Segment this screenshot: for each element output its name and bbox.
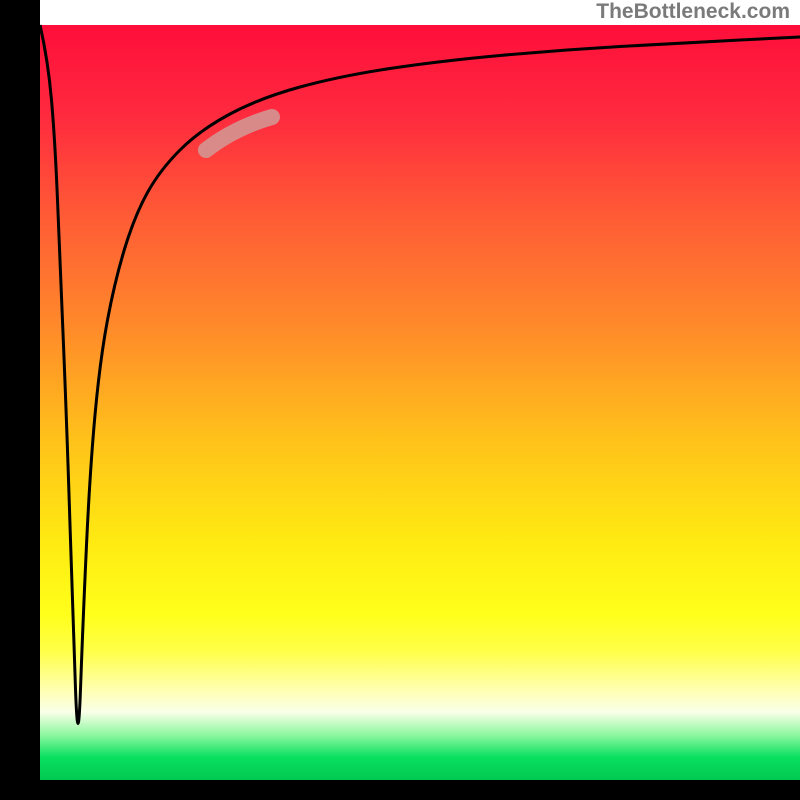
plot-background [40, 25, 800, 780]
frame-left [0, 0, 40, 800]
watermark-text: TheBottleneck.com [596, 0, 790, 24]
bottleneck-chart [0, 0, 800, 800]
frame-bottom [0, 780, 800, 800]
